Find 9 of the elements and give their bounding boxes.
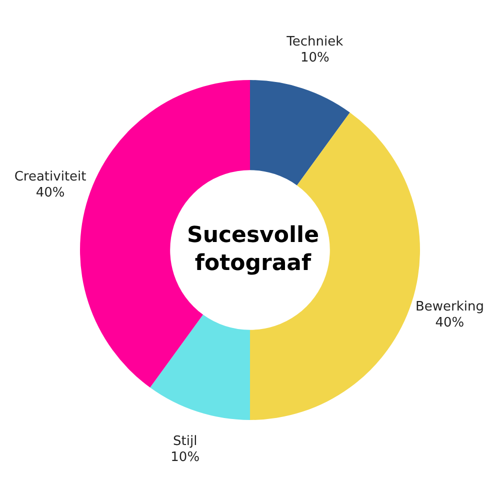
data-label: 10% — [300, 50, 330, 66]
slice-label: Bewerking — [415, 299, 484, 314]
slice-label: Techniek — [286, 34, 344, 50]
slice-label: Stijl — [173, 434, 198, 450]
data-label: 40% — [435, 315, 464, 330]
slice-label: Creativiteit — [14, 169, 86, 184]
data-label: 40% — [36, 185, 65, 200]
data-label: 10% — [170, 450, 200, 466]
text: Sucesvolle fotograaf — [186, 222, 320, 278]
